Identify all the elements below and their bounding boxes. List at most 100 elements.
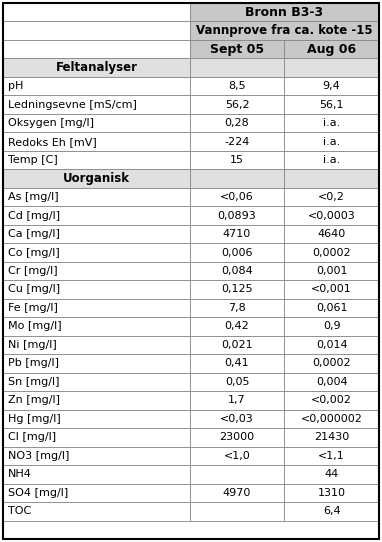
Bar [3, 225, 190, 243]
Text: 56,1: 56,1 [319, 100, 344, 109]
Text: 0,021: 0,021 [221, 340, 253, 350]
Bar [3, 114, 190, 132]
Bar [190, 280, 284, 299]
Bar [190, 243, 284, 262]
Bar [284, 40, 379, 59]
Text: Cd [mg/l]: Cd [mg/l] [8, 210, 60, 221]
Bar [3, 207, 190, 225]
Text: Sept 05: Sept 05 [210, 43, 264, 56]
Bar [284, 428, 379, 447]
Text: <1,1: <1,1 [318, 451, 345, 461]
Bar [284, 132, 379, 151]
Text: 23000: 23000 [220, 433, 255, 442]
Bar [190, 428, 284, 447]
Bar [190, 373, 284, 391]
Bar [190, 410, 284, 428]
Text: i.a.: i.a. [323, 137, 340, 147]
Text: 7,8: 7,8 [228, 303, 246, 313]
Bar [3, 354, 190, 373]
Bar [284, 373, 379, 391]
Bar [3, 465, 190, 483]
Bar [190, 225, 284, 243]
Text: Ni [mg/l]: Ni [mg/l] [8, 340, 57, 350]
Bar [3, 299, 190, 317]
Text: 0,42: 0,42 [225, 321, 249, 332]
Text: 4710: 4710 [223, 229, 251, 239]
Bar [284, 207, 379, 225]
Text: 0,0002: 0,0002 [312, 248, 351, 257]
Text: <1,0: <1,0 [224, 451, 251, 461]
Text: NO3 [mg/l]: NO3 [mg/l] [8, 451, 70, 461]
Bar [190, 299, 284, 317]
Text: 0,061: 0,061 [316, 303, 347, 313]
Bar [190, 59, 284, 77]
Bar [190, 132, 284, 151]
Text: Cr [mg/l]: Cr [mg/l] [8, 266, 58, 276]
Bar [3, 59, 190, 77]
Text: Ledningsevne [mS/cm]: Ledningsevne [mS/cm] [8, 100, 137, 109]
Bar [284, 151, 379, 169]
Bar [284, 465, 379, 483]
Text: 0,004: 0,004 [316, 377, 348, 387]
Text: Vannprove fra ca. kote -15: Vannprove fra ca. kote -15 [196, 24, 373, 37]
Bar [284, 483, 379, 502]
Text: Cu [mg/l]: Cu [mg/l] [8, 285, 60, 294]
Bar [3, 243, 190, 262]
Bar [3, 188, 190, 207]
Bar [190, 465, 284, 483]
Text: <0,2: <0,2 [318, 192, 345, 202]
Bar [284, 391, 379, 410]
Bar [190, 77, 284, 95]
Text: 21430: 21430 [314, 433, 349, 442]
Bar [284, 169, 379, 188]
Text: 0,001: 0,001 [316, 266, 347, 276]
Text: 0,0002: 0,0002 [312, 358, 351, 369]
Bar [3, 151, 190, 169]
Bar [3, 483, 190, 502]
Text: Pb [mg/l]: Pb [mg/l] [8, 358, 59, 369]
Bar [190, 40, 284, 59]
Text: 4970: 4970 [223, 488, 251, 498]
Bar [3, 335, 190, 354]
Bar [284, 188, 379, 207]
Text: i.a.: i.a. [323, 118, 340, 128]
Text: 0,014: 0,014 [316, 340, 348, 350]
Text: 0,05: 0,05 [225, 377, 249, 387]
Bar [190, 483, 284, 502]
Text: 0,41: 0,41 [225, 358, 249, 369]
Bar [284, 335, 379, 354]
Text: 0,006: 0,006 [221, 248, 253, 257]
Text: 0,9: 0,9 [323, 321, 340, 332]
Bar [284, 354, 379, 373]
Bar [284, 77, 379, 95]
Bar [190, 447, 284, 465]
Bar [190, 317, 284, 335]
Text: 4640: 4640 [317, 229, 346, 239]
Bar [3, 40, 190, 59]
Bar [190, 354, 284, 373]
Text: 6,4: 6,4 [323, 506, 340, 517]
Text: 56,2: 56,2 [225, 100, 249, 109]
Text: <0,0003: <0,0003 [308, 210, 356, 221]
Text: Ca [mg/l]: Ca [mg/l] [8, 229, 60, 239]
Bar [284, 317, 379, 335]
Bar [3, 391, 190, 410]
Bar [3, 447, 190, 465]
Text: 9,4: 9,4 [323, 81, 340, 91]
Bar [190, 188, 284, 207]
Bar [190, 22, 379, 40]
Bar [3, 3, 190, 22]
Text: <0,06: <0,06 [220, 192, 254, 202]
Text: Cl [mg/l]: Cl [mg/l] [8, 433, 56, 442]
Text: Aug 06: Aug 06 [307, 43, 356, 56]
Text: Feltanalyser: Feltanalyser [55, 61, 138, 74]
Text: Oksygen [mg/l]: Oksygen [mg/l] [8, 118, 94, 128]
Text: Mo [mg/l]: Mo [mg/l] [8, 321, 62, 332]
Bar [3, 502, 190, 520]
Bar [284, 95, 379, 114]
Bar [190, 151, 284, 169]
Text: pH: pH [8, 81, 23, 91]
Bar [3, 373, 190, 391]
Bar [3, 280, 190, 299]
Bar [190, 207, 284, 225]
